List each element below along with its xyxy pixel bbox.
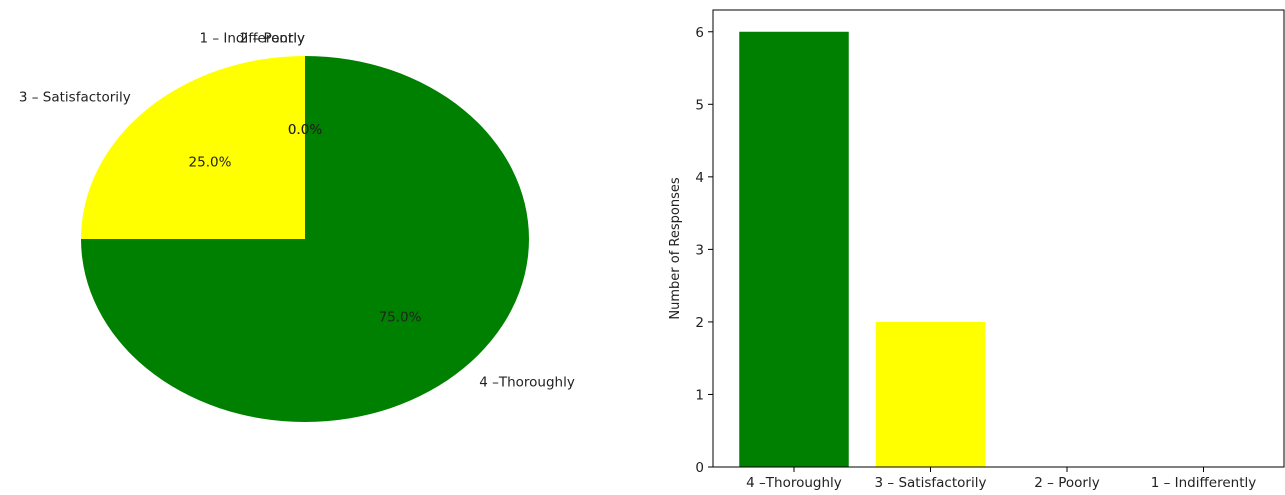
- x-tick-label-2-poorly: 2 – Poorly: [1034, 475, 1099, 491]
- pie-label-1-indifferently: 1 – Indifferently: [199, 31, 305, 47]
- bar-chart: 4 –Thoroughly 3 – Satisfactorily 2 – Poorl…: [668, 9, 1285, 491]
- plot-frame: [712, 9, 1285, 468]
- y-tick-label: 6: [695, 25, 704, 41]
- x-tick-label-4-thoroughly: 4 –Thoroughly: [746, 475, 842, 491]
- pie-label-4-thoroughly: 4 –Thoroughly: [479, 374, 575, 390]
- bar-3-satisfactorily: [875, 321, 986, 467]
- y-tick-label: 4: [695, 170, 704, 186]
- pie-label-3-satisfactorily: 3 – Satisfactorily: [19, 90, 131, 106]
- y-tick-label: 5: [695, 97, 704, 113]
- pie-percent-1-indifferently: 0.0%: [288, 122, 322, 138]
- pie-percent-4-thoroughly: 75.0%: [379, 310, 422, 326]
- pie-chart: 4 –Thoroughly 75.0% 3 – Satisfactorily 25.0…: [19, 31, 575, 422]
- x-tick-label-1-indifferently: 1 – Indifferently: [1151, 475, 1257, 491]
- x-tick-label-3-satisfactorily: 3 – Satisfactorily: [875, 475, 987, 491]
- y-tick-label: 0: [695, 460, 704, 476]
- y-tick-label: 1: [695, 387, 704, 403]
- bar-4-thoroughly: [739, 31, 849, 468]
- pie-label-2-poorly: 2 – Poorly: [240, 31, 305, 47]
- pie-slice-3-satisfactorily: [81, 56, 305, 239]
- pie-percent-3-satisfactorily: 25.0%: [189, 154, 232, 170]
- pie-percent-2-poorly: 0.0%: [288, 122, 322, 138]
- y-tick-label: 2: [695, 315, 704, 331]
- y-tick-label: 3: [695, 242, 704, 258]
- y-axis-label: Number of Responses: [668, 177, 683, 319]
